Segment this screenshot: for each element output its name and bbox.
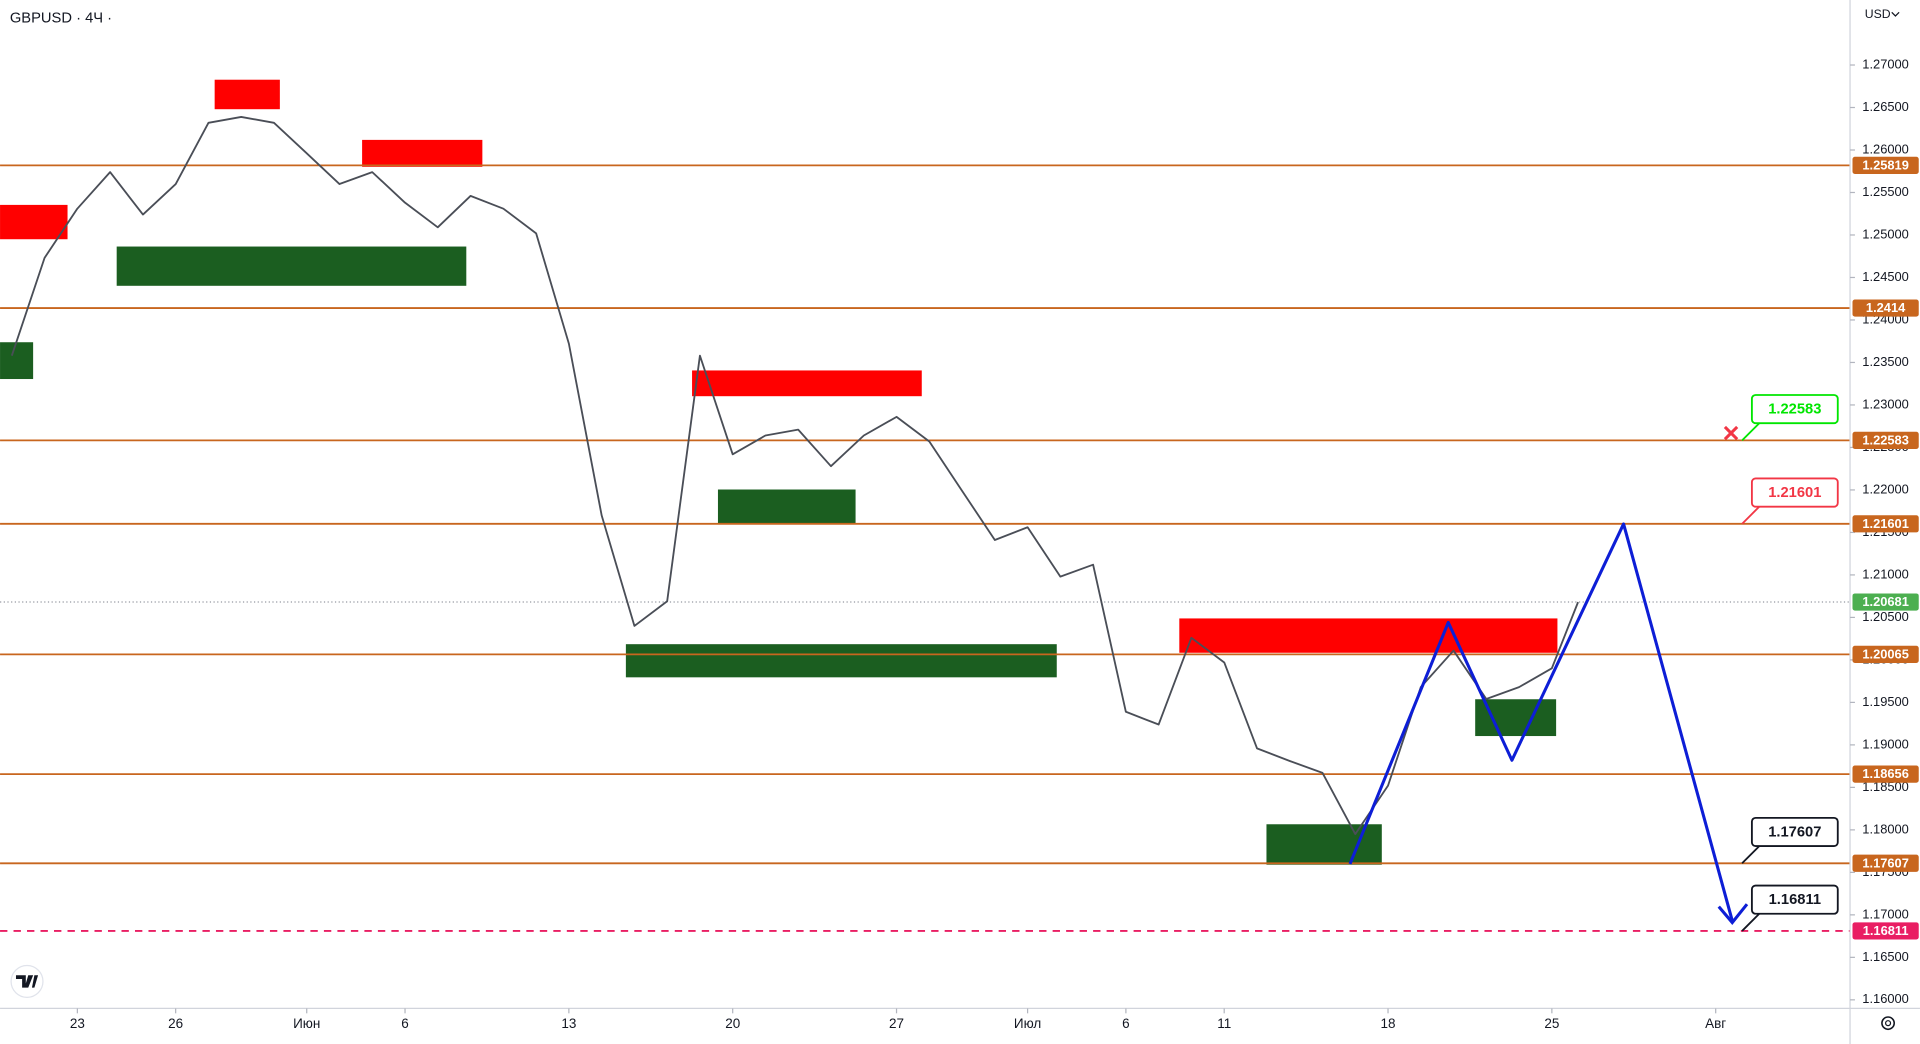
callout-label: 1.17607: [1768, 824, 1821, 840]
level-label-bg: [1852, 765, 1919, 783]
zone: [214, 79, 280, 110]
zone: [116, 246, 467, 286]
y-tick-label: 1.26000: [1862, 141, 1909, 156]
callout-box: [1750, 477, 1839, 508]
callout-box: [1750, 394, 1839, 425]
y-tick-label: 1.21000: [1862, 566, 1909, 581]
callout-label: 1.21601: [1768, 485, 1821, 501]
callout-pointer: [1741, 422, 1760, 442]
cross: [1723, 425, 1739, 441]
zones: [0, 79, 1558, 865]
y-tick-label: 1.16000: [1862, 991, 1909, 1006]
level-label: 1.25819: [1862, 157, 1909, 172]
y-tick-label: 1.24500: [1862, 269, 1909, 284]
target-label: 1.16811: [1863, 923, 1909, 938]
projection-line: [1348, 522, 1735, 923]
marks: [10, 115, 1735, 923]
level-label: 1.21601: [1862, 516, 1909, 531]
zone: [1179, 618, 1558, 653]
x-tick-label: 6: [1122, 1016, 1130, 1031]
level-label: 1.17607: [1862, 855, 1909, 870]
level-label: 1.18656: [1862, 766, 1909, 781]
arrow-head: [1717, 903, 1749, 925]
chart-title: GBPUSD · 4Ч ·: [10, 10, 112, 26]
x-tick-label: 20: [725, 1016, 740, 1031]
level-label-bg: [1852, 854, 1919, 872]
currency-caret: [1891, 11, 1900, 17]
y-tick-label: 1.17000: [1862, 906, 1909, 921]
zone: [717, 489, 856, 524]
zone: [0, 204, 68, 240]
callout-label: 1.22583: [1768, 402, 1821, 418]
y-tick-label: 1.16500: [1862, 949, 1909, 964]
level-label-bg: [1852, 156, 1919, 174]
x-tick-label: 25: [1544, 1016, 1559, 1031]
level-label: 1.20065: [1862, 646, 1909, 661]
level-label-bg: [1852, 515, 1919, 533]
x-tick-label: 18: [1381, 1016, 1396, 1031]
y-tick-label: 1.27000: [1862, 56, 1909, 71]
zone: [0, 342, 34, 380]
last-price-label-bg: [1852, 593, 1919, 611]
y-tick-label: 1.26500: [1862, 99, 1909, 114]
zone: [1475, 699, 1557, 737]
y-tick-label: 1.19000: [1862, 736, 1909, 751]
zone: [692, 370, 922, 397]
y-tick-label: 1.23000: [1862, 396, 1909, 411]
x-tick-label: Авг: [1705, 1016, 1726, 1031]
y-tick-label: 1.25000: [1862, 226, 1909, 241]
x-tick-label: 13: [561, 1016, 576, 1031]
callout-pointer: [1741, 913, 1760, 932]
level-label-bg: [1852, 431, 1919, 449]
level-label: 1.2414: [1866, 300, 1906, 315]
y-tick-label: 1.23500: [1862, 354, 1909, 369]
price-line: [10, 115, 1579, 836]
settings-icon[interactable]: [1881, 1016, 1895, 1031]
logo: [10, 964, 44, 998]
x-tick-label: Июн: [293, 1016, 320, 1031]
cancel-mark: [1723, 425, 1739, 441]
zone: [362, 139, 483, 167]
gear[interactable]: [1881, 1016, 1895, 1031]
x-tick-label: 11: [1217, 1016, 1231, 1031]
callout-pointer: [1741, 506, 1760, 525]
y-tick-label: 1.22000: [1862, 481, 1909, 496]
callout-pointer: [1741, 845, 1760, 864]
x-tick-label: 26: [168, 1016, 183, 1031]
y-tick-label: 1.18000: [1862, 821, 1909, 836]
y-tick-label: 1.19500: [1862, 694, 1909, 709]
currency-label[interactable]: USD: [1865, 7, 1891, 21]
x-tick-label: 6: [401, 1016, 409, 1031]
last-price-label: 1.20681: [1862, 594, 1909, 609]
y-tick-label: 1.25500: [1862, 184, 1909, 199]
zone: [625, 644, 1057, 678]
x-tick-label: Июл: [1014, 1016, 1041, 1031]
labels: 1.25819 1.2414 1.22583 1.21601 1.20065 1.1865…: [1741, 156, 1919, 940]
x-tick-label: 23: [70, 1016, 85, 1031]
gear-hub[interactable]: [1885, 1020, 1892, 1027]
callout-label: 1.16811: [1769, 892, 1821, 908]
callout-box: [1750, 884, 1839, 915]
level-label: 1.22583: [1862, 432, 1909, 447]
level-label-bg: [1852, 299, 1919, 317]
target-label-bg: [1852, 922, 1919, 940]
x-tick-label: 27: [889, 1016, 904, 1031]
callout-box: [1750, 816, 1839, 848]
lines: [0, 164, 1851, 932]
level-label-bg: [1852, 645, 1919, 663]
y-tick-label: 1.20500: [1862, 609, 1909, 624]
